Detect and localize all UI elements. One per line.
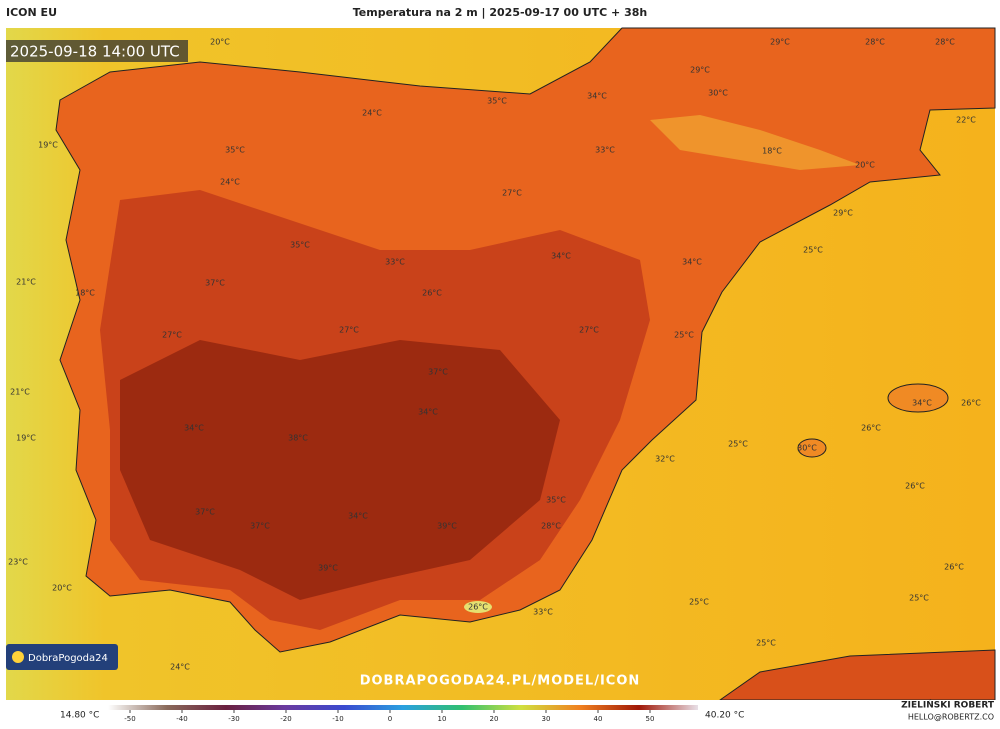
temperature-label: 34°C: [682, 258, 702, 267]
temperature-label: 20°C: [210, 38, 230, 47]
temperature-label: 25°C: [728, 440, 748, 449]
temperature-label: 35°C: [546, 496, 566, 505]
temperature-label: 29°C: [690, 66, 710, 75]
temperature-label: 25°C: [674, 331, 694, 340]
temperature-label: 21°C: [16, 278, 36, 287]
author: ZIELIŃSKI ROBERT: [901, 699, 995, 711]
temperature-label: 34°C: [418, 408, 438, 417]
temperature-label: 33°C: [385, 258, 405, 267]
colorbar-tick-label: -20: [280, 715, 291, 723]
temperature-label: 34°C: [551, 252, 571, 261]
temperature-label: 32°C: [655, 455, 675, 464]
watermark: DOBRAPOGODA24.PL/MODEL/ICON: [360, 674, 641, 689]
temperature-label: 35°C: [225, 146, 245, 155]
temperature-label: 28°C: [541, 522, 561, 531]
temperature-label: 27°C: [579, 326, 599, 335]
temperature-label: 37°C: [205, 279, 225, 288]
temperature-label: 27°C: [162, 331, 182, 340]
temperature-label: 33°C: [533, 608, 553, 617]
temperature-label: 33°C: [595, 146, 615, 155]
temperature-label: 25°C: [803, 246, 823, 255]
colorbar-tick-label: -40: [176, 715, 187, 723]
colorbar-tick-label: -30: [228, 715, 239, 723]
temperature-label: 28°C: [935, 38, 955, 47]
hottest-zone: [120, 340, 560, 600]
header-bar: [0, 0, 1000, 28]
temperature-label: 22°C: [956, 116, 976, 125]
map-title: Temperatura na 2 m | 2025-09-17 00 UTC +…: [353, 6, 647, 19]
temperature-label: 37°C: [195, 508, 215, 517]
temperature-label: 24°C: [362, 109, 382, 118]
colorbar-tick-label: -10: [332, 715, 343, 723]
temperature-label: 39°C: [437, 522, 457, 531]
temperature-label: 20°C: [52, 584, 72, 593]
colorbar-ticks: -50 -40 -30 -20 -10 0 10 20 30 40 50: [124, 710, 654, 723]
colorbar-min: 14.80 °C: [60, 711, 99, 721]
temperature-label: 37°C: [250, 522, 270, 531]
colorbar-tick-label: 10: [438, 715, 447, 723]
model-name: ICON EU: [6, 6, 57, 19]
temperature-label: 27°C: [339, 326, 359, 335]
colorbar-tick-label: 20: [490, 715, 499, 723]
colorbar-tick-label: 30: [542, 715, 551, 723]
temperature-label: 28°C: [865, 38, 885, 47]
mountain: [464, 601, 492, 613]
colorbar: [108, 705, 698, 710]
cool-zone: [650, 115, 860, 170]
temperature-label: 21°C: [10, 388, 30, 397]
temperature-label: 25°C: [689, 598, 709, 607]
footer-bar: [0, 700, 1000, 725]
colorbar-tick-label: -50: [124, 715, 135, 723]
temperature-label: 30°C: [708, 89, 728, 98]
temperature-label: 37°C: [428, 368, 448, 377]
temperature-label: 26°C: [944, 563, 964, 572]
temperature-label: 34°C: [587, 92, 607, 101]
logo: DobraPogoda24: [28, 653, 108, 664]
timestamp: 2025-09-18 14:00 UTC: [10, 43, 180, 61]
temperature-label: 26°C: [905, 482, 925, 491]
temperature-label: 25°C: [756, 639, 776, 648]
temperature-label: 18°C: [762, 147, 782, 156]
temperature-label: 34°C: [912, 399, 932, 408]
temperature-label: 20°C: [855, 161, 875, 170]
temperature-label: 19°C: [38, 141, 58, 150]
email: HELLO@ROBERTZ.CO: [908, 713, 994, 722]
colorbar-max: 40.20 °C: [705, 711, 744, 721]
temperature-label: 27°C: [502, 189, 522, 198]
island: [887, 383, 949, 413]
temperature-label: 39°C: [318, 564, 338, 573]
island: [797, 438, 827, 458]
temperature-label: 29°C: [833, 209, 853, 218]
colorbar-tick-label: 40: [594, 715, 603, 723]
temperature-label: 26°C: [468, 603, 488, 612]
logo-icon: [12, 651, 24, 663]
temperature-label: 24°C: [220, 178, 240, 187]
temperature-label: 38°C: [288, 434, 308, 443]
temperature-label: 34°C: [184, 424, 204, 433]
temperature-label: 18°C: [75, 289, 95, 298]
timestamp-box: [6, 40, 188, 62]
temperature-label: 26°C: [861, 424, 881, 433]
temperature-label: 34°C: [348, 512, 368, 521]
map-area: [6, 27, 996, 701]
logo-box: [6, 644, 118, 670]
temperature-label: 19°C: [16, 434, 36, 443]
temperature-label: 26°C: [422, 289, 442, 298]
colorbar-tick-label: 50: [646, 715, 655, 723]
temperature-label: 23°C: [8, 558, 28, 567]
temperature-labels: 20°C 29°C 28°C 28°C 29°C 30°C 35°C 34°C 24°C 19°C…: [8, 38, 981, 672]
temperature-label: 29°C: [770, 38, 790, 47]
temperature-label: 30°C: [797, 444, 817, 453]
temperature-label: 24°C: [170, 663, 190, 672]
temperature-label: 35°C: [487, 97, 507, 106]
colorbar-tick-label: 0: [388, 715, 392, 723]
temperature-label: 35°C: [290, 241, 310, 250]
temperature-label: 25°C: [909, 594, 929, 603]
temperature-label: 26°C: [961, 399, 981, 408]
